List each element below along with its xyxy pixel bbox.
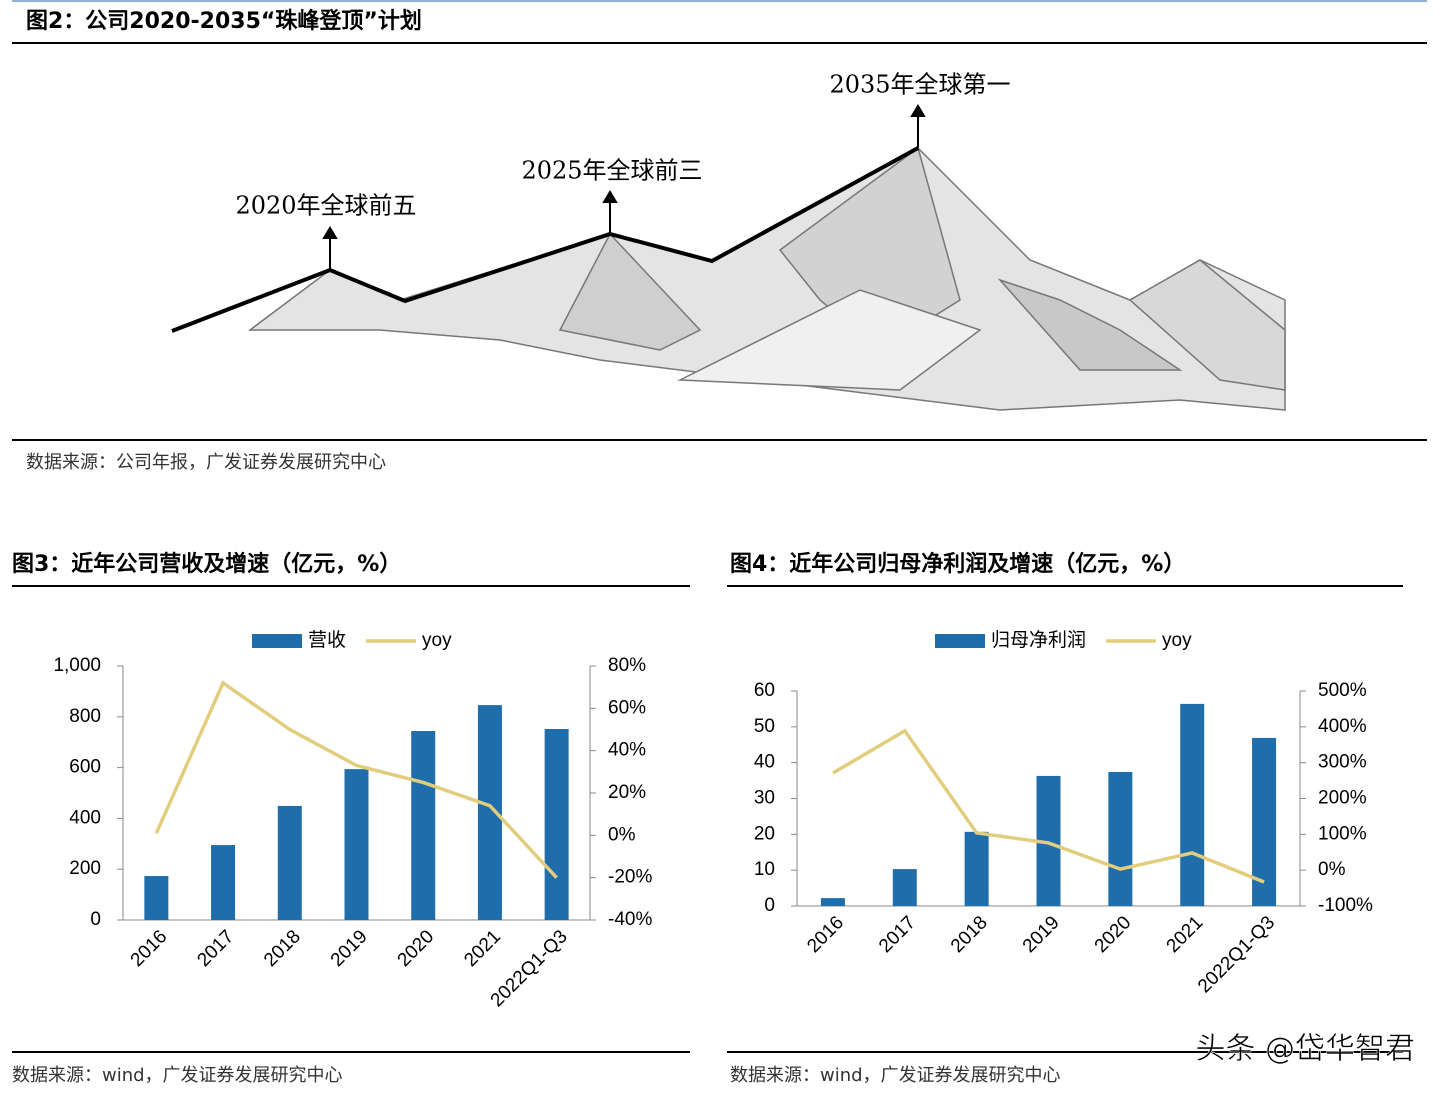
- bar: [892, 869, 917, 906]
- y2-tick-label: 80%: [608, 655, 646, 676]
- legend-swatch: [935, 634, 985, 648]
- legend-label: yoy: [422, 630, 452, 651]
- y2-tick-label: 300%: [1318, 752, 1367, 773]
- chart-title: 图3：近年公司营收及增速（亿元，%）: [12, 551, 401, 577]
- bar: [544, 728, 569, 920]
- x-tick-label: 2018: [947, 912, 992, 957]
- source: 数据来源：公司年报，广发证券发展研究中心: [26, 452, 386, 473]
- y2-tick-label: -20%: [608, 867, 652, 888]
- milestone: 2025年全球前三: [521, 157, 702, 185]
- x-tick-label: 2019: [327, 926, 372, 971]
- x-tick-label: 2019: [1019, 912, 1064, 957]
- y-tick-label: 800: [69, 706, 101, 727]
- bar: [344, 769, 369, 920]
- y-tick-label: 60: [754, 680, 775, 701]
- y-tick-label: 20: [754, 823, 775, 844]
- bar: [411, 731, 436, 920]
- y-tick-label: 30: [754, 788, 775, 809]
- y2-tick-label: -100%: [1318, 895, 1373, 916]
- line: [154, 680, 558, 879]
- bar: [820, 898, 845, 906]
- y-tick-label: 200: [69, 858, 101, 879]
- y2-tick-label: 20%: [608, 782, 646, 803]
- x-tick-label: 2016: [127, 926, 172, 971]
- y-tick-label: 10: [754, 859, 775, 880]
- source: 数据来源：wind，广发证券发展研究中心: [12, 1065, 343, 1086]
- bar: [144, 876, 169, 920]
- bar: [277, 805, 302, 920]
- y-tick-label: 0: [90, 909, 101, 930]
- y-tick-label: 0: [764, 895, 775, 916]
- bar: [1180, 703, 1205, 906]
- x-tick-label: 2022Q1-Q3: [1194, 912, 1279, 997]
- y2-tick-label: 60%: [608, 697, 646, 718]
- x-tick-label: 2016: [803, 912, 848, 957]
- growth-path: [171, 146, 919, 333]
- source: 数据来源：wind，广发证券发展研究中心: [730, 1065, 1061, 1086]
- y2-tick-label: 100%: [1318, 823, 1367, 844]
- y-tick-label: 1,000: [53, 655, 101, 676]
- x-tick-label: 2017: [193, 926, 238, 971]
- arrows: [322, 104, 926, 270]
- watermark: 头条 @岱华智君: [1195, 1032, 1415, 1067]
- y-tick-label: 600: [69, 757, 101, 778]
- milestone: 2035年全球第一: [829, 71, 1010, 99]
- y-tick-label: 40: [754, 752, 775, 773]
- y2-tick-label: 0%: [1318, 859, 1346, 880]
- legend-label: 营收: [308, 629, 346, 651]
- line: [832, 728, 1265, 884]
- legend-label: yoy: [1162, 630, 1192, 651]
- y2-tick-label: 500%: [1318, 680, 1367, 701]
- x-tick-label: 2020: [394, 926, 439, 971]
- x-tick-label: 2018: [260, 926, 305, 971]
- milestone: 2020年全球前五: [235, 192, 416, 220]
- legend-label: 归母净利润: [991, 629, 1086, 651]
- y2-tick-label: 400%: [1318, 716, 1367, 737]
- x-tick-label: 2021: [1163, 912, 1208, 957]
- y2-tick-label: 40%: [608, 740, 646, 761]
- x-tick-label: 2020: [1091, 912, 1136, 957]
- bar: [1108, 771, 1133, 906]
- y2-tick-label: 0%: [608, 824, 636, 845]
- legend-swatch: [252, 634, 302, 648]
- y-tick-label: 50: [754, 716, 775, 737]
- figure-title: 图2：公司2020-2035“珠峰登顶”计划: [26, 9, 422, 34]
- chart-title: 图4：近年公司归母净利润及增速（亿元，%）: [730, 551, 1185, 577]
- bar: [211, 845, 236, 920]
- x-tick-label: 2017: [875, 912, 920, 957]
- mountains: [247, 146, 1286, 411]
- y2-tick-label: 200%: [1318, 788, 1367, 809]
- y-tick-label: 400: [69, 807, 101, 828]
- bar: [964, 831, 989, 906]
- x-tick-label: 2021: [460, 926, 505, 971]
- y2-tick-label: -40%: [608, 909, 652, 930]
